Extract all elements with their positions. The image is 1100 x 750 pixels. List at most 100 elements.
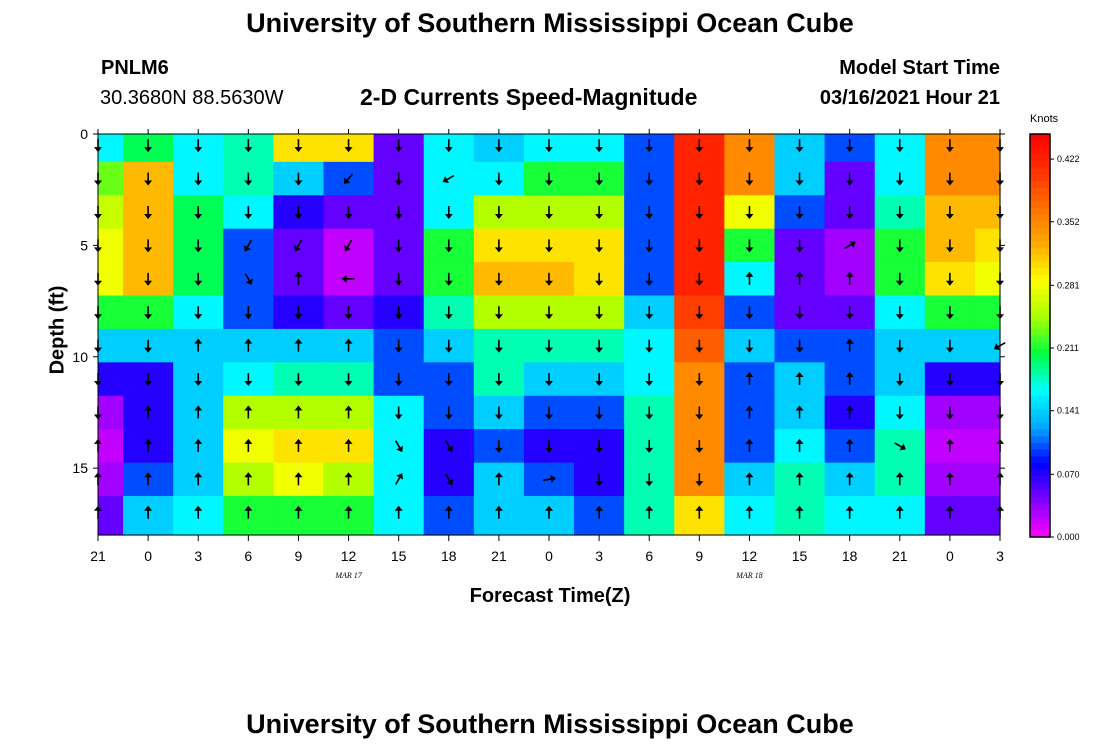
current-vector-arrow — [244, 273, 253, 285]
arrow-head — [645, 481, 654, 487]
current-vector-arrow — [194, 272, 203, 286]
arrow-head — [996, 438, 1004, 444]
current-vector-arrow — [595, 473, 604, 487]
arrow-head — [194, 505, 203, 511]
heatmap-cell — [974, 195, 1001, 230]
current-vector-arrow — [745, 339, 754, 353]
current-vector-arrow — [695, 373, 704, 387]
arrow-head — [645, 414, 654, 420]
arrow-head — [144, 472, 153, 478]
colorbar-segment — [1030, 429, 1050, 437]
x-tick-label: 21 — [892, 548, 908, 564]
arrow-head — [244, 314, 253, 320]
current-vector-arrow — [645, 139, 654, 153]
x-tick-label: 3 — [595, 548, 603, 564]
heatmap-cell — [974, 134, 1001, 163]
colorbar-segment — [1030, 261, 1050, 269]
current-vector-arrow — [94, 406, 102, 420]
arrow-head — [845, 405, 854, 411]
colorbar-segment — [1030, 456, 1050, 464]
x-date-label: MAR 18 — [735, 571, 762, 580]
colorbar-segment — [1030, 187, 1050, 196]
current-vector-arrow — [895, 406, 904, 420]
current-vector-arrow — [194, 172, 203, 186]
current-vector-arrow — [645, 439, 654, 453]
arrow-head — [294, 505, 303, 511]
current-vector-arrow — [144, 438, 153, 452]
current-vector-arrow — [244, 172, 253, 186]
current-vector-arrow — [845, 505, 854, 519]
current-vector-arrow — [695, 239, 704, 253]
current-vector-arrow — [996, 172, 1004, 186]
current-vector-arrow — [294, 306, 303, 320]
colorbar-segment — [1030, 315, 1050, 323]
x-tick-label: 12 — [341, 548, 357, 564]
colorbar-segment — [1030, 174, 1050, 182]
current-vector-arrow — [645, 339, 654, 353]
arrow-head — [545, 147, 553, 153]
arrow-head — [194, 472, 203, 478]
current-vector-arrow — [795, 306, 804, 320]
colorbar-segment — [1030, 301, 1050, 310]
arrow-head — [294, 180, 303, 186]
arrow-head — [595, 381, 604, 387]
colorbar-segment — [1030, 281, 1050, 290]
current-vector-arrow — [645, 505, 654, 519]
arrow-head — [945, 213, 954, 219]
current-vector-arrow — [244, 139, 253, 153]
colorbar-segment — [1030, 268, 1050, 276]
arrow-head — [294, 314, 303, 320]
current-vector-arrow — [895, 272, 904, 286]
current-vector-arrow — [845, 139, 854, 153]
arrow-head — [344, 245, 352, 252]
current-vector-arrow — [795, 505, 804, 519]
arrow-head — [244, 180, 253, 186]
current-vector-arrow — [344, 205, 353, 219]
current-vector-arrow — [945, 505, 954, 519]
current-vector-arrow — [845, 372, 854, 386]
colorbar-segment — [1030, 254, 1050, 263]
arrow-head — [945, 180, 954, 186]
colorbar-segment — [1030, 328, 1050, 337]
arrow-head — [645, 280, 654, 286]
arrow-head — [645, 505, 654, 511]
colorbar-segment — [1030, 167, 1050, 175]
arrow-head — [795, 247, 804, 253]
current-vector-arrow — [144, 405, 153, 419]
x-tick-label: 3 — [194, 548, 202, 564]
current-vector-arrow — [144, 339, 153, 353]
arrow-head — [845, 213, 854, 219]
arrow-head — [996, 247, 1004, 253]
current-vector-arrow — [94, 373, 102, 387]
colorbar-segment — [1030, 476, 1050, 484]
arrow-head — [795, 180, 804, 186]
current-vector-arrow — [645, 306, 654, 320]
current-vector-arrow — [494, 139, 503, 153]
x-tick-label: 6 — [244, 548, 252, 564]
colorbar-units-label: Knots — [1030, 113, 1059, 125]
arrow-head — [996, 180, 1004, 186]
colorbar-segment — [1030, 221, 1050, 229]
arrow-head — [895, 505, 904, 511]
arrow-head — [595, 147, 604, 153]
arrow-head — [243, 245, 251, 252]
arrow-head — [595, 180, 604, 186]
arrow-head — [745, 247, 754, 253]
current-vector-arrow — [394, 339, 403, 353]
colorbar-segment — [1030, 214, 1050, 222]
arrow-head — [849, 240, 856, 248]
current-vector-arrow — [344, 306, 353, 320]
current-vector-arrow — [494, 205, 503, 219]
colorbar-segment — [1030, 160, 1050, 169]
arrow-head — [845, 147, 854, 153]
colorbar-tick-label: 0.141 — [1057, 406, 1080, 416]
current-vector-arrow — [895, 205, 904, 219]
arrow-head — [245, 278, 253, 285]
colorbar-segment — [1030, 201, 1050, 209]
current-vector-arrow — [996, 306, 1004, 320]
arrow-head — [144, 280, 153, 286]
arrow-head — [244, 472, 253, 478]
arrow-head — [695, 180, 704, 186]
current-vector-arrow — [745, 205, 754, 219]
arrow-head — [94, 180, 102, 186]
